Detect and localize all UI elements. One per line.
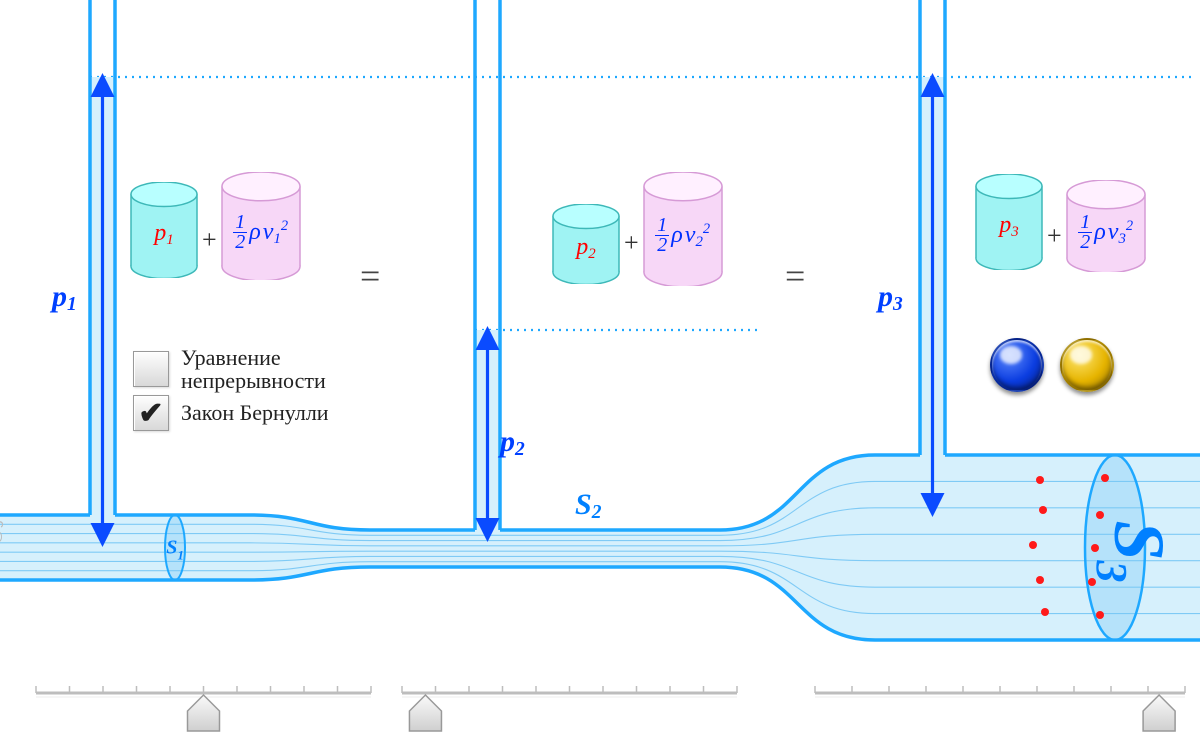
label-s2: S2 xyxy=(575,488,601,524)
checkbox-bernoulli-box[interactable]: ✔ xyxy=(133,395,169,431)
velocity-cylinder-1: 12 ρ v12 xyxy=(221,186,301,266)
play-button[interactable] xyxy=(990,338,1044,392)
bernoulli-term-1: p1 + 12 ρ v12 xyxy=(130,186,301,266)
velocity-cylinder-3: 12 ρ v32 xyxy=(1066,194,1146,258)
checkbox-bernoulli-label: Закон Бернулли xyxy=(181,400,329,426)
pressure-cylinder-1: p1 xyxy=(130,194,198,266)
velocity-cylinder-2: 12 ρ v22 xyxy=(643,186,723,272)
options-panel: Уравнение непрерывности ✔ Закон Бернулли xyxy=(133,343,329,434)
reset-button[interactable] xyxy=(1060,338,1114,392)
pressure-cylinder-2: p2 xyxy=(552,216,620,272)
bernoulli-term-3: p3 + 12 ρ v32 xyxy=(975,186,1146,258)
checkbox-bernoulli[interactable]: ✔ Закон Бернулли xyxy=(133,395,329,431)
pressure-cylinder-3: p3 xyxy=(975,186,1043,258)
checkbox-continuity-box[interactable] xyxy=(133,351,169,387)
label-p1: p1 xyxy=(52,280,77,316)
equals-sign-1: = xyxy=(360,255,380,297)
checkbox-continuity-label-2: непрерывности xyxy=(181,368,326,393)
label-p3: p3 xyxy=(878,280,903,316)
bernoulli-term-2: p2 + 12 ρ v22 xyxy=(552,186,723,272)
checkbox-continuity[interactable]: Уравнение непрерывности xyxy=(133,346,329,392)
checkbox-continuity-label-1: Уравнение xyxy=(181,345,281,370)
watermark-text: vascak.vladimir@gmail.com www.vascak.cz xyxy=(0,347,4,651)
equals-sign-2: = xyxy=(785,255,805,297)
label-p2: p2 xyxy=(500,425,525,461)
